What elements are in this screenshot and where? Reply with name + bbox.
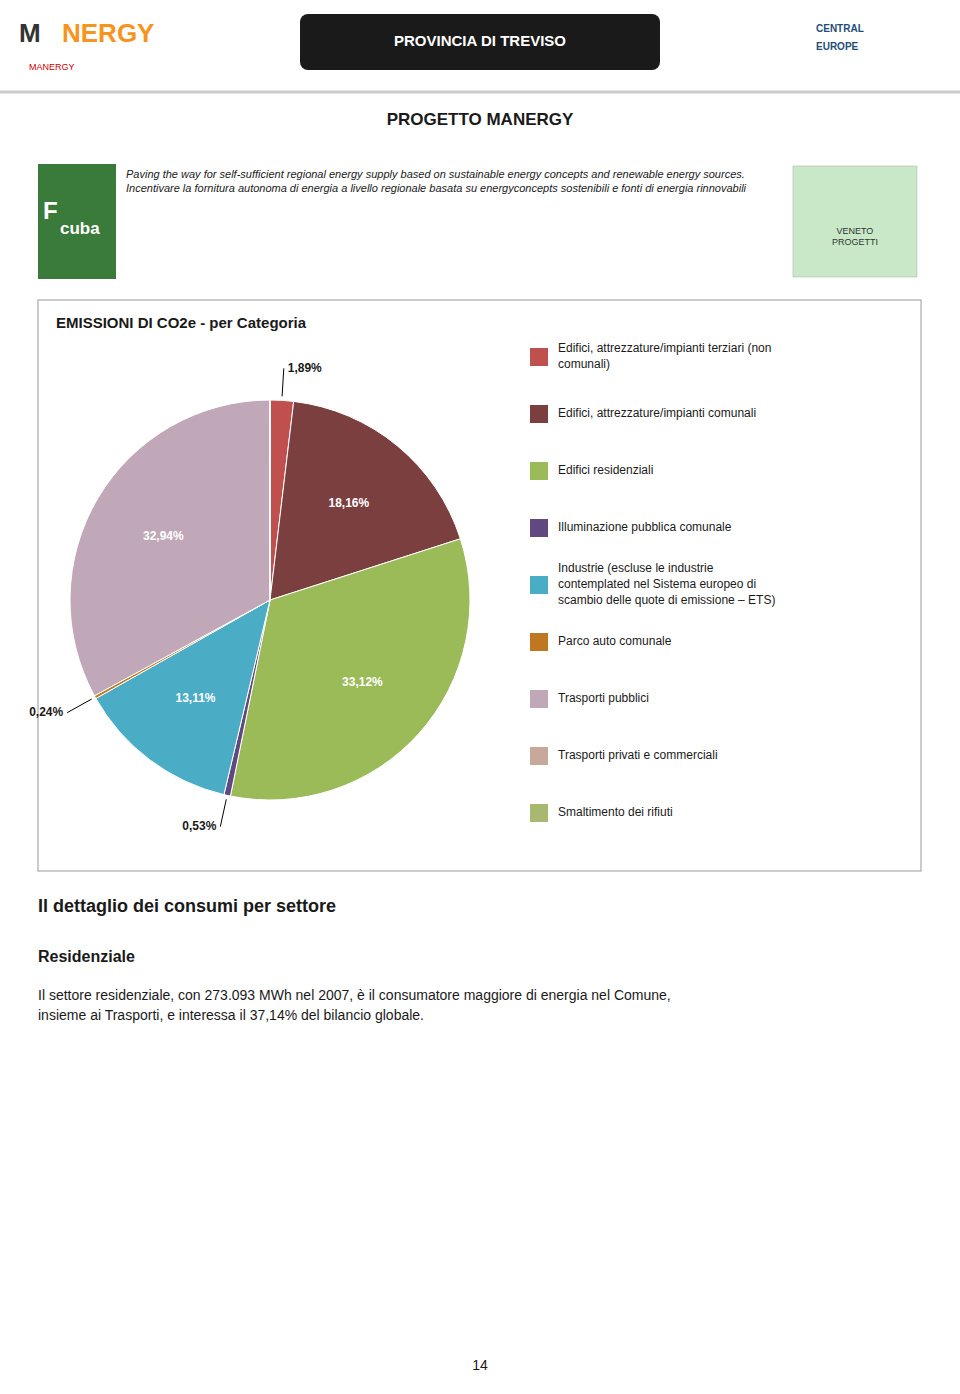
description: Fcuba Paving the way for self-sufficient … [38,164,917,279]
legend-swatch [530,804,548,822]
legend-entry: Edifici residenziali [558,463,653,477]
legend-swatch [530,348,548,366]
logo-text: EUROPE [816,41,859,52]
text-line: Trasporti pubblici [558,691,649,705]
legend-swatch [530,462,548,480]
text-line: Illuminazione pubblica comunale [558,520,732,534]
legend-entry: Parco auto comunale [558,634,672,648]
logo-text: M [19,18,41,48]
pie: 1,89% 18,16% 33,12% 0,53% 13,11% 0,24% 32,94% [29,361,470,833]
text-line: Industrie (escluse le industrie [558,562,714,576]
logo-text: cuba [60,219,100,238]
legend-entry: Edifici, attrezzature/impianti terziari … [558,341,771,371]
logo-box [38,164,116,279]
label-leader [67,699,91,713]
data-label: 33,12% [342,675,383,689]
text-line: Il settore residenziale, con 273.093 MWh… [38,987,671,1003]
text-line: VENETO [837,226,874,236]
pie-slice [269,400,270,600]
legend-entry: Edifici, attrezzature/impianti comunali [558,406,756,420]
legend-swatch [530,633,548,651]
chart-frame [38,300,921,871]
page-title: PROGETTO MANERGY [387,110,574,129]
data-label: 1,89% [288,361,322,375]
logo-text: CENTRAL [816,23,864,34]
body-text: Il settore residenziale, con 273.093 MWh… [38,987,671,1023]
text-line: Trasporti privati e commerciali [558,748,718,762]
text-line: Edifici, attrezzature/impianti comunali [558,406,756,420]
legend-entry: Illuminazione pubblica comunale [558,520,732,534]
logo-box [793,166,917,277]
data-label: 13,11% [175,691,215,705]
legend-swatch [530,519,548,537]
pie-slice [269,400,270,600]
legend-entry: Industrie (escluse le industriecontempla… [558,562,775,607]
data-label: 0,53% [182,819,216,833]
data-label: 0,24% [29,705,63,719]
text-line: insieme ai Trasporti, e interessa il 37,… [38,1007,424,1023]
page-number: 14 [472,1357,488,1373]
logo-text: NERGY [62,18,154,48]
legend: Edifici, attrezzature/impianti terziari … [530,341,775,822]
header-box [300,14,660,70]
legend-swatch [530,690,548,708]
text-line: Smaltimento dei rifiuti [558,805,673,819]
section-title: Il dettaglio dei consumi per settore [38,896,336,916]
text-line: Edifici residenziali [558,463,653,477]
separator [0,91,960,94]
label-leader [282,368,284,396]
page: M NERGY MANERGY PROVINCIA DI TREVISO CENTRAL… [0,0,960,1394]
data-label: 32,94% [143,529,184,543]
text-line: Incentivare la fornitura autonoma di ene… [126,182,747,194]
text-line: Edifici, attrezzature/impianti terziari … [558,341,771,355]
legend-swatch [530,405,548,423]
logo-text: VENETOPROGETTI [832,226,878,247]
header: M NERGY MANERGY PROVINCIA DI TREVISO CENTRAL… [19,14,864,72]
pie-slice [70,400,270,696]
label-leader [220,799,226,826]
legend-entry: Trasporti privati e commerciali [558,748,718,762]
subtitle: Paving the way for self-sufficient regio… [126,168,747,194]
data-labels: 1,89% 18,16% 33,12% 0,53% 13,11% 0,24% 32,94% [29,361,383,833]
text-line: Paving the way for self-sufficient regio… [126,168,745,180]
logo-text: F [43,197,58,224]
chart-title: EMISSIONI DI CO2e - per Categoria [56,314,307,331]
text-line: PROGETTI [832,237,878,247]
text-line: Parco auto comunale [558,634,672,648]
header-box-text: PROVINCIA DI TREVISO [394,32,566,49]
legend-swatch [530,747,548,765]
subsection-title: Residenziale [38,948,135,965]
legend-entry: Trasporti pubblici [558,691,649,705]
data-label: 18,16% [329,496,370,510]
text-line: scambio delle quote di emissione – ETS) [558,593,775,607]
text-line: comunali) [558,357,610,371]
legend-swatch [530,576,548,594]
legend-entry: Smaltimento dei rifiuti [558,805,673,819]
text-line: contemplated nel Sistema europeo di [558,577,756,591]
logo-text: MANERGY [29,62,75,72]
slices [70,400,470,800]
